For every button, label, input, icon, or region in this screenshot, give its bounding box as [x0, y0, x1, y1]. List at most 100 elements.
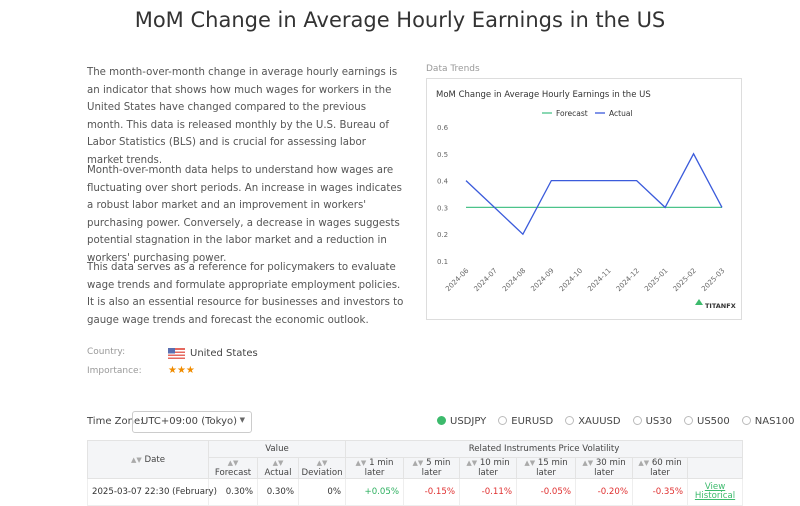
sort-icon: ▲▼	[227, 459, 239, 467]
x-tick-label: 2024-09	[529, 267, 555, 293]
header-cell[interactable]: ▲▼ 5 min later	[403, 457, 461, 479]
header-text: Forecast	[214, 468, 252, 478]
header-text: 10 min later	[478, 458, 510, 478]
x-tick-label: 2025-03	[700, 267, 726, 293]
instrument-options: USDJPY EURUSD XAUUSD US30 US500 NAS100	[437, 416, 795, 427]
sort-icon: ▲▼	[272, 459, 284, 467]
header-text: 30 min later	[594, 458, 626, 478]
sort-icon: ▲▼	[524, 459, 536, 467]
cell-text: -0.20%	[597, 487, 629, 497]
sort-icon: ▲▼	[316, 459, 328, 467]
timezone-label: Time Zone:	[87, 416, 144, 427]
instrument-option[interactable]: USDJPY	[437, 416, 486, 427]
sort-icon: ▲▼	[412, 459, 424, 467]
table-cell: -0.35%	[632, 478, 689, 506]
importance: ★★★	[168, 365, 195, 376]
header-cell[interactable]: ▲▼ 15 min later	[516, 457, 577, 479]
sort-icon: ▲▼	[638, 459, 650, 467]
sort-icon: ▲▼	[355, 459, 367, 467]
chart-title: MoM Change in Average Hourly Earnings in…	[436, 90, 651, 100]
y-tick-label: 0.3	[437, 204, 448, 212]
table-cell: 2025-03-07 22:30 (February)	[87, 478, 217, 506]
radio	[565, 416, 575, 425]
cell-text: 0.30%	[225, 487, 253, 497]
watermark: TITANFX	[705, 302, 736, 310]
cell-text: -0.15%	[424, 487, 456, 497]
y-tick-label: 0.6	[437, 124, 449, 132]
header-text: 15 min later	[536, 458, 568, 478]
cell-text: 0%	[327, 487, 342, 497]
instrument-option[interactable]: NAS100	[741, 416, 795, 427]
instrument-name: US500	[697, 416, 730, 427]
cell-text: 2025-03-07 22:30 (February)	[92, 487, 217, 497]
x-tick-label: 2024-08	[501, 267, 527, 293]
header-text: Date	[144, 454, 166, 465]
x-tick-label: 2024-06	[444, 266, 471, 293]
header-cell[interactable]: ▲▼ 30 min later	[575, 457, 634, 479]
line-series	[465, 152, 723, 236]
description-paragraph: The month-over-month change in average h…	[87, 67, 398, 166]
header-cell[interactable]: ▲▼ Date	[87, 440, 209, 479]
description-paragraph: Month-over-month data helps to understan…	[87, 165, 402, 264]
header-cell	[687, 457, 744, 479]
section-label: Data Trends	[426, 64, 480, 74]
y-tick-label: 0.5	[437, 151, 448, 159]
chart: MoM Change in Average Hourly Earnings in…	[436, 90, 736, 310]
x-tick-label: 2024-12	[615, 267, 641, 293]
instrument-name: NAS100	[754, 416, 795, 427]
description-paragraph: This data serves as a reference for poli…	[87, 262, 404, 326]
flag	[168, 348, 185, 359]
cell-text: -0.11%	[481, 487, 513, 497]
header-cell[interactable]: ▲▼ 10 min later	[459, 457, 518, 479]
instrument-option[interactable]: XAUUSD	[565, 416, 621, 427]
radio	[498, 416, 508, 425]
table-cell: -0.15%	[403, 478, 461, 506]
table-cell: 0.30%	[257, 478, 299, 506]
radio	[741, 416, 751, 425]
sort-icon: ▲▼	[582, 459, 594, 467]
legend-label: Forecast	[556, 109, 588, 118]
header-text: Actual	[264, 468, 292, 478]
instrument-name: XAUUSD	[578, 416, 621, 427]
logo-icon	[695, 299, 703, 305]
header-cell: Related Instruments Price Volatility	[345, 440, 744, 458]
header-cell: Value	[207, 440, 347, 458]
header-cell[interactable]: ▲▼ Actual	[257, 457, 299, 479]
x-tick-label: 2025-02	[672, 267, 698, 293]
instrument-option[interactable]: US30	[632, 416, 672, 427]
chart-box: MoM Change in Average Hourly Earnings in…	[426, 78, 742, 320]
radio	[437, 416, 446, 425]
timezone-select[interactable]: UTC+09:00 (Tokyo) ▼	[132, 411, 252, 433]
importance-label: Importance:	[87, 366, 142, 376]
instrument-name: EURUSD	[511, 416, 554, 427]
instrument-option[interactable]: US500	[684, 416, 730, 427]
radio	[684, 416, 693, 425]
x-tick-label: 2024-10	[558, 267, 584, 293]
radio	[632, 416, 642, 425]
header-text: 5 min later	[421, 458, 451, 478]
country: United States	[190, 348, 258, 359]
y-tick-label: 0.2	[437, 231, 448, 239]
cell-text: -0.05%	[540, 487, 572, 497]
header-cell[interactable]: ▲▼ 60 min later	[632, 457, 689, 479]
instrument-name: US30	[645, 416, 672, 427]
cell-text: 0.30%	[266, 487, 294, 497]
country-label: Country:	[87, 347, 126, 357]
event-table: ▲▼ Date Value Related Instruments Price …	[87, 440, 744, 506]
header-cell[interactable]: ▲▼ Forecast	[208, 457, 258, 479]
table-cell: 0%	[297, 478, 347, 506]
header-text: Deviation	[301, 468, 343, 478]
cell-text[interactable]: View Historical	[694, 482, 736, 501]
table-cell: +0.05%	[345, 478, 405, 506]
legend-label: Actual	[609, 109, 633, 118]
instrument-option[interactable]: EURUSD	[498, 416, 553, 427]
header-cell[interactable]: ▲▼ 1 min later	[345, 457, 405, 479]
table-cell: -0.05%	[516, 478, 577, 506]
y-tick-label: 0.4	[437, 178, 449, 186]
y-tick-label: 0.1	[437, 258, 448, 266]
table-cell: View Historical	[687, 478, 744, 506]
header-cell[interactable]: ▲▼ Deviation	[297, 457, 347, 479]
sort-icon: ▲▼	[466, 459, 478, 467]
x-tick-label: 2024-11	[586, 267, 612, 293]
